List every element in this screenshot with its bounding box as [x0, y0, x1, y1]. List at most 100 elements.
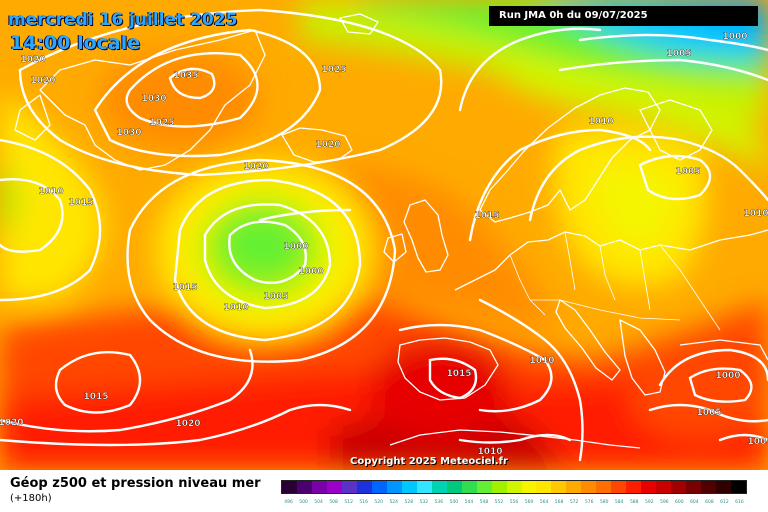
color-scale-swatch	[311, 481, 327, 493]
color-scale-value: 564	[539, 500, 549, 505]
isobar-label: 1010	[477, 447, 502, 457]
color-scale-swatch	[296, 481, 312, 493]
isobar-label: 1015	[172, 283, 197, 293]
color-scale-swatch	[446, 481, 462, 493]
isobar-label: 1015	[474, 211, 499, 221]
color-scale-value: 568	[554, 500, 564, 505]
isobar-label: 1020	[20, 55, 45, 65]
isobar-label: 1005	[675, 167, 700, 177]
color-scale-swatch	[536, 481, 552, 493]
forecast-lead-time: (+180h)	[10, 493, 52, 504]
isobar-label: 1010	[588, 117, 613, 127]
isobar-label: 1005	[666, 49, 691, 59]
color-scale-values: 496 500 504 508 512 516 520 524 528 532 536 540 544 5…	[281, 500, 747, 508]
isobar-label: 1000	[722, 32, 747, 42]
color-scale-value: 504	[314, 500, 323, 505]
isobar-label: 1025	[321, 65, 346, 75]
isobar-label: 1020	[175, 419, 200, 429]
isobar-label: 1000	[715, 371, 740, 381]
color-scale-value: 572	[569, 500, 579, 505]
color-scale-swatch	[701, 481, 717, 493]
color-scale-swatch	[401, 481, 417, 493]
color-scale-swatch	[611, 481, 627, 493]
color-scale-value: 576	[584, 500, 594, 505]
isobar-label: 1010	[529, 356, 554, 366]
color-scale-swatch	[326, 481, 342, 493]
color-scale-value: 520	[374, 500, 383, 505]
isobar-label: 1020	[30, 76, 55, 86]
isobar-label: 1010	[223, 303, 248, 313]
color-scale-value: 608	[705, 500, 714, 505]
color-scale-swatch	[596, 481, 612, 493]
color-scale-value: 508	[329, 500, 338, 505]
isobar-label: 1030	[116, 128, 141, 138]
coastlines	[14, 13, 768, 449]
isobar-label: 1000	[298, 267, 323, 277]
isobar-label: 1020	[0, 418, 24, 428]
isobar-label: 1015	[68, 198, 93, 208]
isobar-label: 1010	[38, 187, 63, 197]
color-scale-swatch	[641, 481, 657, 493]
color-scale-value: 592	[644, 500, 654, 505]
isobar-label: 1020	[243, 162, 268, 172]
isobars	[0, 8, 768, 462]
color-scale-swatch	[521, 481, 537, 493]
color-scale-value: 604	[690, 500, 699, 505]
color-scale-value: 516	[359, 500, 368, 505]
isobar-label: 1010	[743, 209, 768, 219]
color-scale-swatch	[416, 481, 432, 493]
color-scale-swatch	[506, 481, 522, 493]
color-scale-swatch	[686, 481, 702, 493]
color-scale-swatch	[566, 481, 582, 493]
forecast-date: mercredi 16 juillet 2025	[8, 10, 238, 30]
color-scale-value: 580	[599, 500, 609, 505]
color-scale-value: 596	[660, 500, 669, 505]
color-scale-value: 600	[675, 500, 684, 505]
color-scale-swatch	[581, 481, 597, 493]
copyright-text: Copyright 2025 Meteociel.fr	[350, 456, 508, 467]
isobar-label: 1035	[173, 71, 198, 81]
color-scale-value: 528	[404, 500, 414, 505]
isobar-label: 1025	[149, 118, 174, 128]
color-scale-value: 496	[284, 500, 293, 505]
color-scale-swatch	[431, 481, 447, 493]
color-scale-value: 512	[344, 500, 353, 505]
isobar-label: 1005	[747, 437, 768, 447]
color-scale-swatch	[476, 481, 492, 493]
color-scale-value: 500	[299, 500, 308, 505]
color-scale-value: 552	[494, 500, 504, 505]
isobar-label: 1015	[446, 369, 471, 379]
color-scale-value: 536	[434, 500, 444, 505]
color-scale-value: 560	[524, 500, 534, 505]
legend-footer: Géop z500 et pression niveau mer (+180h)…	[0, 470, 768, 512]
color-scale-swatch	[356, 481, 372, 493]
color-scale-swatch	[341, 481, 357, 493]
isobar-label: 1000	[283, 242, 308, 252]
color-scale-value: 532	[419, 500, 429, 505]
color-scale-swatch	[656, 481, 672, 493]
color-scale-value: 584	[614, 500, 624, 505]
isobar-label: 1005	[263, 292, 288, 302]
color-scale-value: 524	[389, 500, 399, 505]
color-scale-swatch	[716, 481, 732, 493]
isobar-label: 1030	[141, 94, 166, 104]
color-scale-value: 612	[720, 500, 729, 505]
color-scale-swatch	[371, 481, 387, 493]
model-run-label: Run JMA 0h du 09/07/2025	[489, 6, 758, 26]
color-scale-value: 540	[449, 500, 459, 505]
color-scale-swatch	[626, 481, 642, 493]
color-scale-value: 616	[735, 500, 744, 505]
color-scale-swatch	[491, 481, 507, 493]
color-scale-swatch	[386, 481, 402, 493]
color-scale-swatch	[461, 481, 477, 493]
color-scale-swatch	[731, 481, 747, 493]
isobar-labels: 1020 1020 1035 1030 1030 1025 1025 1020 1020 1010…	[0, 32, 768, 457]
color-scale-swatch	[551, 481, 567, 493]
color-scale-value: 588	[629, 500, 639, 505]
isobar-label: 1020	[315, 140, 340, 150]
color-scale	[281, 480, 747, 494]
legend-title: Géop z500 et pression niveau mer	[10, 476, 261, 491]
color-scale-swatch	[671, 481, 687, 493]
forecast-time: 14:00 locale	[10, 32, 141, 54]
